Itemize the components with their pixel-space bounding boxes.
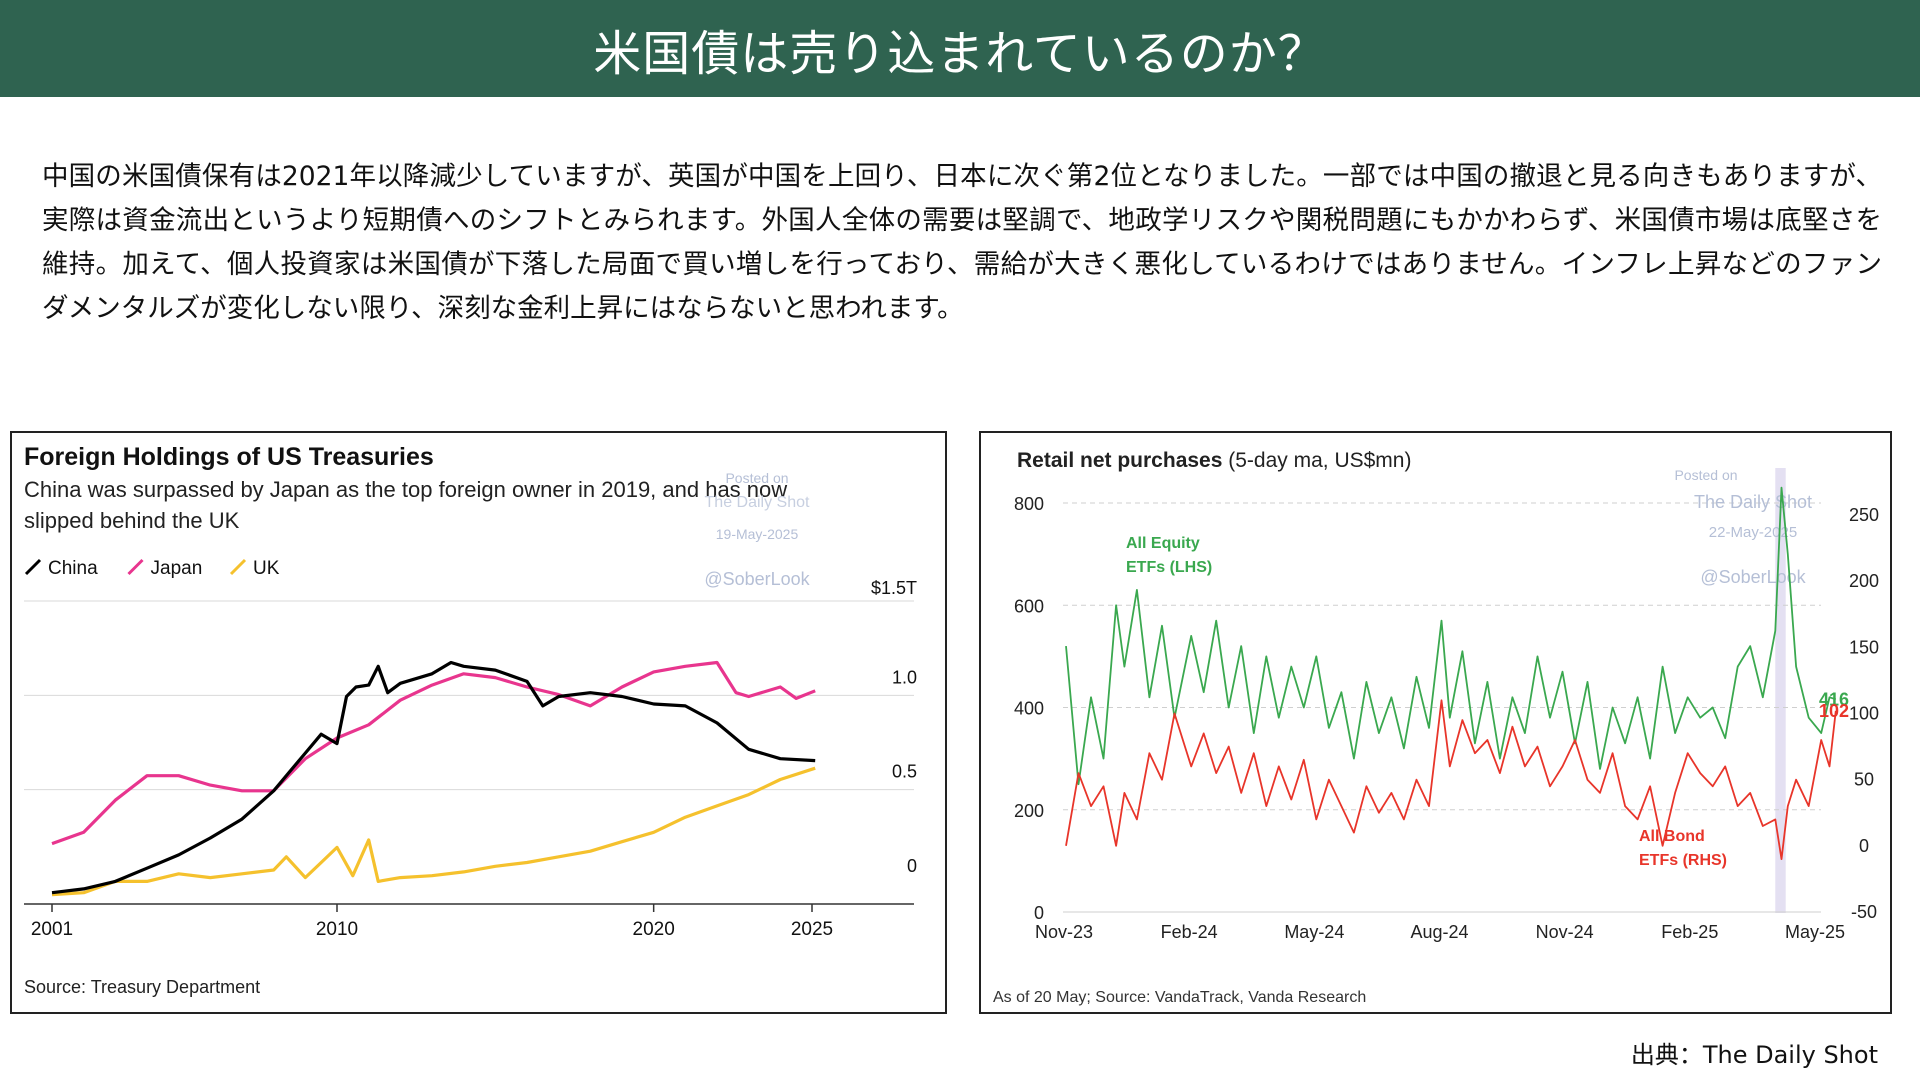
series-end-label-bond: 102 — [1819, 701, 1849, 721]
y-tick-label: $1.5T — [871, 578, 917, 598]
y-left-tick-label: 200 — [1014, 801, 1044, 821]
highlight-band — [1775, 468, 1786, 913]
y-right-tick-label: 0 — [1859, 836, 1869, 856]
y-tick-label: 1.0 — [892, 667, 917, 687]
chart-source: Source: Treasury Department — [24, 977, 260, 997]
x-tick-label: 2001 — [31, 919, 73, 940]
chart-title: Retail net purchases (5-day ma, US$mn) — [1017, 449, 1411, 472]
series-annotation-equity: ETFs (LHS) — [1126, 559, 1212, 576]
y-tick-label: 0.5 — [892, 762, 917, 782]
page-title: 米国債は売り込まれているのか？ — [593, 25, 1327, 82]
series-end-label-equity: 416 — [1819, 689, 1849, 709]
watermark-text: Posted on — [725, 470, 788, 486]
series-line-china — [51, 660, 816, 895]
series-line-japan — [51, 660, 816, 846]
y-right-tick-label: -50 — [1851, 902, 1877, 922]
y-left-tick-label: 400 — [1014, 699, 1044, 719]
x-tick-label: Nov-23 — [1035, 922, 1093, 942]
x-tick-label: May-24 — [1284, 922, 1344, 942]
watermark-text: 22-May-2025 — [1709, 524, 1797, 541]
chart-title: Foreign Holdings of US Treasuries — [24, 443, 434, 471]
legend-label-uk: UK — [253, 558, 280, 579]
x-tick-label: 2020 — [633, 919, 675, 940]
x-tick-label: Feb-25 — [1661, 922, 1718, 942]
series-line-equity — [1065, 486, 1837, 786]
chart-title-unit: (5-day ma, US$mn) — [1222, 449, 1411, 472]
watermark-text: 19-May-2025 — [716, 526, 799, 542]
y-right-tick-label: 200 — [1849, 571, 1879, 591]
series-line-uk — [51, 766, 816, 897]
y-left-tick-label: 800 — [1014, 494, 1044, 514]
x-tick-label: 2010 — [316, 919, 358, 940]
chart-subtitle-line: China was surpassed by Japan as the top … — [24, 477, 787, 502]
y-right-tick-label: 150 — [1849, 637, 1879, 657]
foreign-holdings-chart-panel: Foreign Holdings of US Treasuries China w… — [10, 431, 947, 1014]
y-right-tick-label: 50 — [1854, 770, 1874, 790]
legend-label-japan: Japan — [151, 558, 203, 579]
watermark-text: Posted on — [1674, 467, 1737, 483]
legend-swatch-china — [24, 558, 42, 576]
series-annotation-equity: All Equity — [1126, 535, 1200, 552]
chart-subtitle-line: slipped behind the UK — [24, 508, 240, 533]
series-annotation-bond: ETFs (RHS) — [1639, 852, 1727, 869]
retail-purchases-chart: Retail net purchases (5-day ma, US$mn) 80… — [993, 449, 1879, 1006]
y-left-tick-label: 600 — [1014, 596, 1044, 616]
source-credit: 出典：The Daily Shot — [1630, 1041, 1878, 1069]
watermark-text: The Daily Shot — [1694, 492, 1812, 512]
x-tick-label: 2025 — [791, 919, 833, 940]
header-bar: 米国債は売り込まれているのか？ — [0, 0, 1920, 97]
y-right-tick-label: 250 — [1849, 505, 1879, 525]
legend-label-china: China — [48, 558, 98, 579]
y-right-tick-label: 100 — [1849, 704, 1879, 724]
watermark-text: The Daily Shot — [705, 494, 810, 511]
retail-purchases-chart-panel: Retail net purchases (5-day ma, US$mn) 80… — [979, 431, 1892, 1014]
summary-paragraph: 中国の米国債保有は2021年以降減少していますが、英国が中国を上回り、日本に次ぐ… — [42, 161, 1882, 324]
watermark-text: @SoberLook — [704, 569, 810, 589]
x-tick-label: Aug-24 — [1410, 922, 1468, 942]
chart-title-bold: Retail net purchases — [1017, 449, 1222, 472]
y-tick-label: 0 — [907, 856, 917, 876]
series-line-bond — [1065, 699, 1837, 861]
legend-swatch-uk — [229, 558, 247, 576]
x-tick-label: Nov-24 — [1536, 922, 1594, 942]
series-annotation-bond: All Bond — [1639, 828, 1705, 845]
y-left-tick-label: 0 — [1034, 903, 1044, 923]
foreign-holdings-chart: Foreign Holdings of US Treasuries China w… — [24, 443, 917, 997]
x-tick-label: Feb-24 — [1161, 922, 1218, 942]
watermark-text: @SoberLook — [1700, 567, 1806, 587]
x-tick-label: May-25 — [1785, 922, 1845, 942]
legend-swatch-japan — [127, 558, 144, 576]
chart-source: As of 20 May; Source: VandaTrack, Vanda … — [993, 989, 1366, 1006]
